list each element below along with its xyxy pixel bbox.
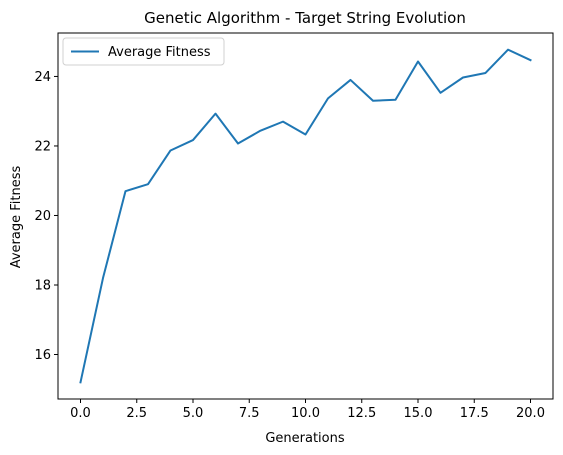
legend: Average Fitness [62, 37, 225, 66]
y-axis-ticks: 16 18 20 22 24 [34, 70, 58, 363]
chart-title: Genetic Algorithm - Target String Evolut… [144, 9, 466, 27]
legend-frame [62, 37, 225, 66]
y-tick-label: 18 [34, 278, 51, 293]
x-tick-label: 2.5 [126, 406, 147, 421]
x-tick-label: 0.0 [70, 406, 91, 421]
x-tick-label: 5.0 [183, 406, 204, 421]
plot-frame [57, 32, 554, 400]
x-tick-label: 15.0 [404, 406, 433, 421]
x-tick-label: 10.0 [291, 406, 320, 421]
x-tick-label: 20.0 [516, 406, 545, 421]
legend-label: Average Fitness [108, 45, 211, 60]
y-tick-label: 20 [34, 209, 51, 224]
y-axis-label: Average Fitness [9, 166, 24, 269]
x-axis-label: Generations [265, 431, 345, 446]
x-tick-label: 7.5 [239, 406, 260, 421]
x-axis-ticks: 0.0 2.5 5.0 7.5 10.0 12.5 15.0 17.5 20.0 [70, 399, 545, 421]
series-layer [79, 48, 532, 384]
y-tick-label: 24 [34, 70, 51, 85]
x-tick-label: 17.5 [460, 406, 489, 421]
y-tick-label: 16 [34, 348, 51, 363]
plot-area [57, 32, 554, 400]
y-tick-label: 22 [34, 139, 51, 154]
series-line [79, 48, 532, 384]
x-tick-label: 12.5 [347, 406, 376, 421]
